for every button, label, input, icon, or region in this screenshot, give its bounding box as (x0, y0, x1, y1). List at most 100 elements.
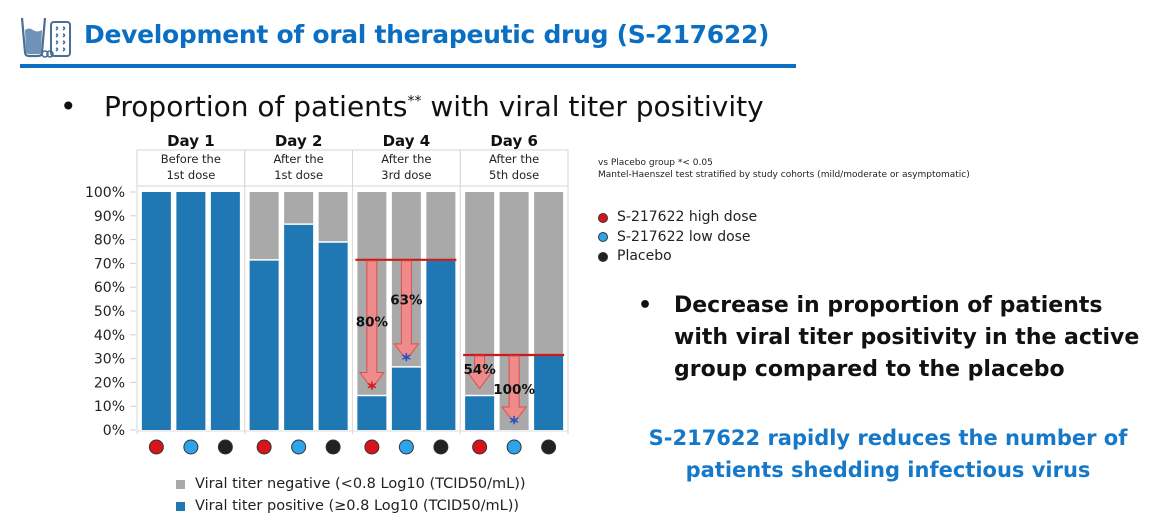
arm-marker-placebo (433, 439, 449, 455)
series-legend-label: Viral titer positive (≥0.8 Log10 (TCID50… (195, 498, 520, 514)
page-title: Development of oral therapeutic drug (S-… (84, 20, 770, 49)
title-underline (20, 64, 796, 68)
y-tick-label: 50% (94, 304, 125, 320)
y-tick-label: 40% (94, 328, 125, 344)
reduction-label: 54% (463, 362, 496, 378)
main-bullet-footnote-mark: ** (407, 93, 422, 110)
arm-marker-low-dose (506, 439, 522, 455)
series-legend-item-positive: Viral titer positive (≥0.8 Log10 (TCID50… (176, 495, 526, 517)
arm-marker-low-dose (291, 439, 307, 455)
group-day-label: Day 1 (167, 132, 215, 150)
group-sublabel-2: 5th dose (489, 168, 539, 182)
arm-legend-item-low: S-217622 low dose (598, 228, 757, 248)
y-tick-label: 70% (94, 256, 125, 272)
arm-legend-label: S-217622 high dose (617, 209, 758, 225)
main-bullet-text-rest: with viral titer positivity (421, 90, 764, 123)
group-header-box (352, 149, 461, 187)
conclusion-text: Decrease in proportion of patients with … (674, 293, 1140, 382)
blue-square-icon (176, 501, 185, 511)
y-tick-label: 10% (94, 399, 125, 415)
red-circle-icon (598, 212, 608, 223)
gray-square-icon (176, 479, 185, 489)
key-message: S-217622 rapidly reduces the number of p… (610, 422, 1166, 486)
group-sublabel-2: 3rd dose (381, 168, 431, 182)
arm-marker-low-dose (183, 439, 199, 455)
bar-positive (357, 395, 387, 430)
group-sublabel-2: 1st dose (166, 168, 215, 182)
key-message-line-2: patients shedding infectious virus (685, 458, 1091, 482)
reduction-label: 63% (390, 292, 423, 308)
arm-marker-high-dose (256, 439, 272, 455)
arm-marker-high-dose (472, 439, 488, 455)
y-tick-label: 0% (103, 423, 125, 439)
reduction-arrow (501, 355, 528, 424)
reduction-arrow (466, 355, 493, 390)
group-sublabel-1: After the (489, 152, 539, 166)
note-line-2: Mantel-Haenszel test stratified by study… (598, 170, 970, 180)
reduction-label: 80% (356, 315, 389, 331)
arm-legend-label: Placebo (617, 248, 672, 264)
bar-positive (465, 395, 495, 430)
group-header-box (136, 149, 246, 187)
arm-marker-placebo (325, 439, 341, 455)
bar-negative (318, 192, 348, 242)
series-legend-label: Viral titer negative (<0.8 Log10 (TCID50… (195, 476, 526, 492)
note-line-1: vs Placebo group *< 0.05 (598, 158, 713, 168)
y-tick-label: 20% (94, 375, 125, 391)
bar-negative (249, 192, 279, 260)
conclusion-bullet: • Decrease in proportion of patients wit… (638, 290, 1154, 386)
blue-circle-icon (598, 232, 608, 243)
y-tick-label: 80% (94, 233, 125, 249)
arm-legend-label: S-217622 low dose (617, 228, 751, 245)
key-message-line-1: S-217622 rapidly reduces the number of (648, 426, 1128, 450)
arm-legend-item-high: S-217622 high dose (598, 208, 757, 228)
bar-positive (141, 192, 171, 430)
bar-positive (176, 192, 206, 430)
bar-positive (391, 366, 421, 430)
reduction-label: 100% (493, 382, 535, 398)
stacked-bar-chart: Day 1 Before the 1st dose Day 2 After the 1st… (85, 132, 569, 455)
y-tick-label: 30% (94, 352, 125, 368)
bar-positive (318, 241, 348, 430)
significance-star: * (509, 413, 519, 434)
group-sublabel-1: After the (274, 152, 324, 166)
bar-negative (426, 192, 456, 260)
drug-glass-and-pills-icon (20, 17, 71, 58)
series-legend: Viral titer negative (<0.8 Log10 (TCID50… (176, 473, 526, 517)
bar-negative (534, 192, 564, 356)
y-tick-label: 100% (85, 185, 125, 201)
significance-star: * (367, 378, 377, 399)
y-tick-label: 90% (94, 209, 125, 225)
significance-star: * (402, 350, 412, 371)
group-header-box (244, 149, 353, 187)
reduction-arrow (393, 260, 420, 361)
bar-positive (534, 355, 564, 430)
arm-legend-item-placebo: Placebo (598, 247, 757, 267)
group-day-label: Day 4 (383, 132, 431, 150)
bar-positive (426, 259, 456, 430)
bar-positive (249, 259, 279, 430)
statistics-note: vs Placebo group *< 0.05 Mantel-Haenszel… (598, 157, 970, 181)
arm-legend: S-217622 high dose S-217622 low dose Pla… (598, 208, 757, 267)
bullet-dot: • (60, 90, 77, 123)
bullet-dot: • (638, 293, 653, 318)
group-header-box (459, 149, 569, 187)
arm-marker-high-dose (148, 439, 164, 455)
series-legend-item-negative: Viral titer negative (<0.8 Log10 (TCID50… (176, 473, 526, 495)
main-bullet-text: Proportion of patients (104, 90, 408, 123)
group-sublabel-1: After the (381, 152, 431, 166)
arm-marker-high-dose (364, 439, 380, 455)
bar-positive (210, 192, 240, 430)
arm-marker-placebo (217, 439, 233, 455)
group-day-label: Day 2 (275, 132, 323, 150)
black-circle-icon (598, 251, 608, 262)
y-tick-label: 60% (94, 280, 125, 296)
main-bullet: • Proportion of patients** with viral tit… (60, 90, 764, 123)
arm-marker-placebo (541, 439, 557, 455)
arm-marker-low-dose (398, 439, 414, 455)
group-sublabel-1: Before the (161, 152, 221, 166)
group-sublabel-2: 1st dose (274, 168, 323, 182)
bar-positive (284, 224, 314, 430)
bar-negative (284, 192, 314, 225)
group-day-label: Day 6 (490, 132, 538, 150)
